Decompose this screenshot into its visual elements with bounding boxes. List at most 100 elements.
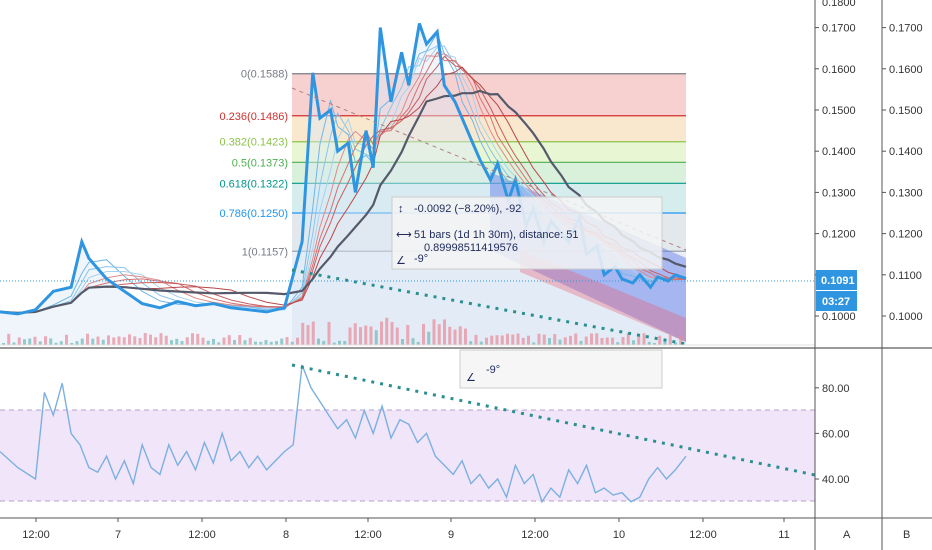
volume-bar: [296, 337, 299, 345]
y2-tick-label: 0.1700: [889, 23, 923, 35]
volume-bar: [469, 341, 473, 345]
volume-bar: [359, 327, 362, 345]
volume-bar: [217, 342, 221, 345]
fib-label-0.5: 0.5(0.1373): [232, 157, 288, 169]
x-axis[interactable]: 12:00 7 12:00 8 12:00 9 12:00 10 12:00 11: [22, 518, 790, 541]
fib-label-0.618: 0.618(0.1322): [220, 178, 289, 190]
rsi-tick-label: 80.00: [822, 383, 850, 395]
y2-tick-label: 0.1200: [889, 229, 923, 241]
current-price-tag: [816, 270, 857, 290]
volume-bar: [317, 338, 320, 345]
trendline-price[interactable]: [291, 268, 687, 346]
volume-bar: [338, 340, 341, 345]
measure-box[interactable]: [391, 196, 663, 270]
volume-bar: [390, 321, 394, 345]
volume-bar: [301, 322, 305, 345]
volume-bar: [133, 336, 137, 345]
volume-bar: [80, 338, 84, 345]
x-tick-label: 10: [613, 529, 625, 541]
countdown-tag: [816, 291, 857, 311]
y-tick-label: 0.1300: [822, 187, 856, 199]
volume-bar: [532, 342, 536, 345]
rsi-tick-label: 40.00: [822, 474, 850, 486]
volume-bar: [322, 340, 326, 345]
volume-bar: [527, 335, 530, 345]
volume-bar: [432, 319, 436, 345]
y-tick-label: 0.1500: [822, 105, 856, 117]
y-axis-secondary[interactable]: 0.1700 0.1600 0.1500 0.1400 0.1300 0.1200 0.11…: [882, 23, 923, 323]
volume-bar: [553, 334, 557, 345]
y-axis-rsi[interactable]: 80.00 60.00 40.00: [815, 383, 850, 486]
current-price-value: 0.1091: [821, 275, 855, 287]
volume-bar: [70, 342, 74, 345]
volume-bar: [180, 340, 184, 345]
volume-bar: [369, 326, 373, 345]
volume-bar: [154, 337, 158, 345]
volume-bar: [138, 337, 142, 345]
y2-tick-label: 0.1300: [889, 187, 923, 199]
y-tick-label: 0.1600: [822, 64, 856, 76]
y2-tick-label: 0.1100: [889, 270, 922, 282]
volume-bar: [574, 333, 578, 345]
volume-bar: [548, 338, 551, 345]
volume-bar: [668, 335, 672, 345]
volume-bar: [2, 343, 5, 345]
auto-scale-button[interactable]: A: [843, 529, 851, 541]
volume-bar: [537, 333, 541, 345]
x-tick-label: 12:00: [22, 529, 50, 541]
countdown-value: 03:27: [822, 296, 850, 308]
volume-bar: [558, 339, 562, 345]
volume-bar: [107, 335, 110, 345]
volume-bar: [626, 333, 630, 345]
volume-bar: [674, 342, 677, 345]
volume-bar: [485, 337, 488, 345]
x-tick-label: 11: [778, 529, 789, 541]
volume-bar: [290, 341, 294, 345]
volume-bar: [611, 337, 614, 345]
volume-bar: [275, 341, 278, 345]
volume-bar: [632, 340, 635, 345]
volume-bar: [49, 338, 53, 345]
volume-bar: [579, 340, 583, 345]
volume-bar: [679, 335, 683, 345]
measure-change-arrows: ↕: [398, 203, 404, 215]
volume-bar: [311, 321, 315, 345]
fib-label-0: 0(0.1588): [241, 69, 288, 81]
volume-bar: [327, 321, 331, 345]
rsi-line[interactable]: [0, 364, 687, 504]
volume-bar: [458, 326, 462, 345]
volume-bar: [185, 337, 189, 345]
volume-bar: [616, 342, 620, 345]
volume-bar: [238, 335, 242, 345]
volume-bar: [38, 341, 42, 345]
volume-bar: [206, 340, 210, 345]
volume-bar: [569, 335, 572, 345]
x-tick-label: 9: [448, 529, 454, 541]
volume-bar: [91, 338, 95, 345]
volume-bar: [175, 338, 179, 345]
x-tick-label: 12:00: [689, 529, 717, 541]
x-tick-label: 8: [283, 529, 289, 541]
y-tick-label: 0.1400: [822, 146, 856, 158]
volume-bar: [453, 329, 457, 345]
volume-bar: [12, 342, 16, 345]
x-tick-label: 7: [115, 529, 121, 541]
volume-bar: [658, 335, 662, 345]
y-tick-label: 0.1700: [822, 23, 856, 35]
y2-tick-label: 0.1000: [889, 311, 923, 323]
measure-bars-arrows: ⟷: [396, 229, 412, 241]
volume-bar: [101, 339, 105, 345]
volume-bar: [443, 319, 446, 345]
volume-bar: [259, 341, 263, 345]
log-scale-button[interactable]: B: [903, 529, 910, 541]
volume-bar: [647, 341, 651, 345]
volume-bar: [28, 338, 32, 345]
measure-bars: 51 bars (1d 1h 30m), distance: 51: [414, 229, 578, 241]
channel-red[interactable]: [520, 250, 686, 342]
measure-box-rsi[interactable]: [459, 349, 663, 389]
volume-bar: [17, 337, 21, 345]
volume-bar: [159, 333, 163, 345]
volume-bar: [75, 341, 79, 345]
volume-bar: [474, 334, 478, 345]
